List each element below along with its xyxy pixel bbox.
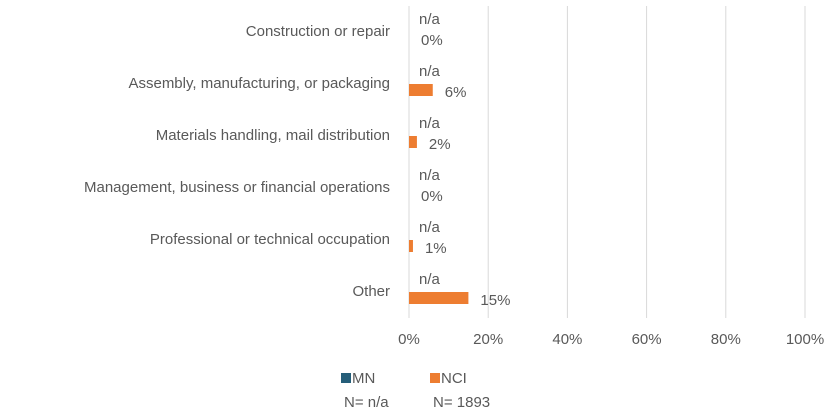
data-label: 15% bbox=[480, 292, 510, 309]
legend-label: MN bbox=[352, 370, 375, 387]
x-tick-label: 80% bbox=[711, 331, 741, 348]
category-label: Other bbox=[352, 283, 390, 300]
x-tick-label: 100% bbox=[786, 331, 824, 348]
bar bbox=[409, 136, 417, 148]
legend-swatch bbox=[430, 373, 440, 383]
data-label: 2% bbox=[429, 136, 451, 153]
data-label: 1% bbox=[425, 240, 447, 257]
x-tick-label: 0% bbox=[398, 331, 420, 348]
legend-label: NCI bbox=[441, 370, 467, 387]
data-label: 6% bbox=[445, 84, 467, 101]
x-tick-label: 40% bbox=[552, 331, 582, 348]
data-label: 0% bbox=[421, 188, 443, 205]
category-label: Professional or technical occupation bbox=[150, 231, 390, 248]
bar bbox=[409, 292, 469, 304]
category-label: Materials handling, mail distribution bbox=[156, 127, 390, 144]
data-label: n/a bbox=[419, 63, 441, 80]
x-tick-label: 20% bbox=[473, 331, 503, 348]
category-label: Construction or repair bbox=[246, 23, 390, 40]
data-label: n/a bbox=[419, 167, 441, 184]
category-label: Management, business or financial operat… bbox=[84, 179, 390, 196]
bar bbox=[409, 84, 433, 96]
data-label: n/a bbox=[419, 219, 441, 236]
data-label: n/a bbox=[419, 271, 441, 288]
data-label: n/a bbox=[419, 11, 441, 28]
bar bbox=[409, 240, 413, 252]
data-label: 0% bbox=[421, 32, 443, 49]
legend-swatch bbox=[341, 373, 351, 383]
category-label: Assembly, manufacturing, or packaging bbox=[128, 75, 390, 92]
data-label: n/a bbox=[419, 115, 441, 132]
x-tick-label: 60% bbox=[632, 331, 662, 348]
sample-size: N= n/a bbox=[344, 394, 389, 411]
sample-size: N= 1893 bbox=[433, 394, 490, 411]
